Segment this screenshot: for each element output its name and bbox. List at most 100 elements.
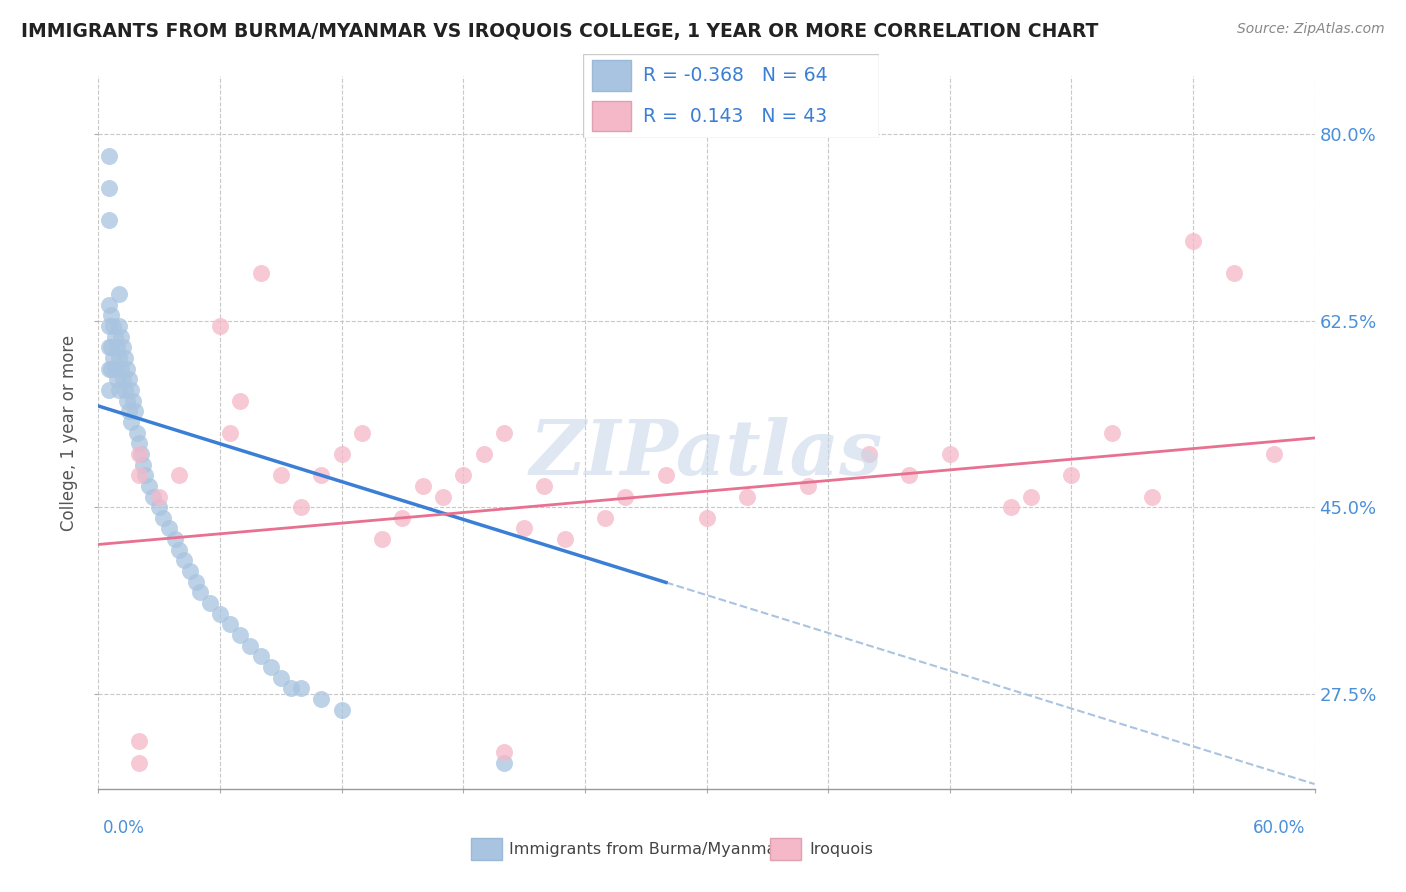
Point <box>184 574 207 589</box>
Point <box>128 756 150 770</box>
Point <box>219 617 242 632</box>
Point <box>797 479 820 493</box>
Point <box>311 692 333 706</box>
Point <box>124 404 146 418</box>
Point <box>110 330 132 344</box>
Text: Source: ZipAtlas.com: Source: ZipAtlas.com <box>1237 22 1385 37</box>
Point <box>513 521 536 535</box>
Point <box>107 287 129 301</box>
Point <box>472 447 495 461</box>
Text: ZIPatlas: ZIPatlas <box>530 417 883 491</box>
Point <box>152 511 174 525</box>
Point <box>97 180 120 194</box>
Point <box>142 490 165 504</box>
Point <box>129 447 152 461</box>
Point <box>128 468 150 483</box>
Point <box>105 340 128 354</box>
Point <box>1222 266 1244 280</box>
Point <box>128 447 150 461</box>
FancyBboxPatch shape <box>583 54 879 138</box>
Point <box>593 511 616 525</box>
Point <box>350 425 373 440</box>
Point <box>249 649 271 664</box>
Point <box>492 425 515 440</box>
Point <box>1263 447 1285 461</box>
Point <box>735 490 758 504</box>
Point <box>290 681 312 696</box>
Point <box>198 596 221 610</box>
Point <box>1101 425 1123 440</box>
Point <box>219 425 242 440</box>
Point <box>696 511 718 525</box>
Point <box>858 447 880 461</box>
Point <box>453 468 475 483</box>
Point <box>157 521 180 535</box>
Point <box>554 532 576 546</box>
Point <box>138 479 160 493</box>
Point <box>132 458 155 472</box>
Point <box>1182 234 1205 248</box>
Text: R = -0.368   N = 64: R = -0.368 N = 64 <box>643 66 827 85</box>
Point <box>105 372 128 386</box>
Point <box>229 628 252 642</box>
Point <box>107 383 129 397</box>
Point <box>209 319 232 334</box>
Point <box>97 319 120 334</box>
Point <box>188 585 211 599</box>
Point <box>492 745 515 759</box>
Point <box>492 756 515 770</box>
Point <box>97 383 120 397</box>
Text: Iroquois: Iroquois <box>810 842 873 856</box>
Bar <box>592 101 631 131</box>
Point <box>148 490 170 504</box>
Point <box>173 553 195 567</box>
Point <box>1019 490 1042 504</box>
Point <box>114 351 136 365</box>
Point <box>122 393 145 408</box>
Point <box>115 361 138 376</box>
Point <box>97 361 120 376</box>
Point <box>128 734 150 748</box>
Point <box>533 479 555 493</box>
Point <box>104 361 127 376</box>
Point <box>371 532 394 546</box>
Point <box>330 702 353 716</box>
Point <box>107 351 129 365</box>
Point <box>134 468 156 483</box>
Point <box>614 490 637 504</box>
Text: 60.0%: 60.0% <box>1253 819 1305 837</box>
Point <box>111 340 134 354</box>
Point <box>280 681 302 696</box>
Y-axis label: College, 1 year or more: College, 1 year or more <box>60 334 79 531</box>
Point <box>97 340 120 354</box>
Point <box>169 468 191 483</box>
Point <box>239 639 262 653</box>
Point <box>100 309 122 323</box>
Point <box>120 415 142 429</box>
Point <box>311 468 333 483</box>
Point <box>898 468 921 483</box>
Point <box>128 436 150 450</box>
Point <box>115 393 138 408</box>
Text: Immigrants from Burma/Myanmar: Immigrants from Burma/Myanmar <box>509 842 783 856</box>
Point <box>97 298 120 312</box>
Point <box>249 266 271 280</box>
Point <box>100 361 122 376</box>
Point <box>165 532 187 546</box>
Point <box>111 372 134 386</box>
Point <box>412 479 434 493</box>
Point <box>270 671 292 685</box>
Point <box>330 447 353 461</box>
Point <box>114 383 136 397</box>
Point <box>655 468 678 483</box>
Point <box>1000 500 1022 515</box>
Bar <box>592 61 631 91</box>
Point <box>391 511 413 525</box>
Point <box>101 351 124 365</box>
Point <box>120 383 142 397</box>
Point <box>169 542 191 557</box>
Point <box>432 490 454 504</box>
Point <box>104 330 127 344</box>
Point <box>179 564 201 578</box>
Point <box>260 660 283 674</box>
